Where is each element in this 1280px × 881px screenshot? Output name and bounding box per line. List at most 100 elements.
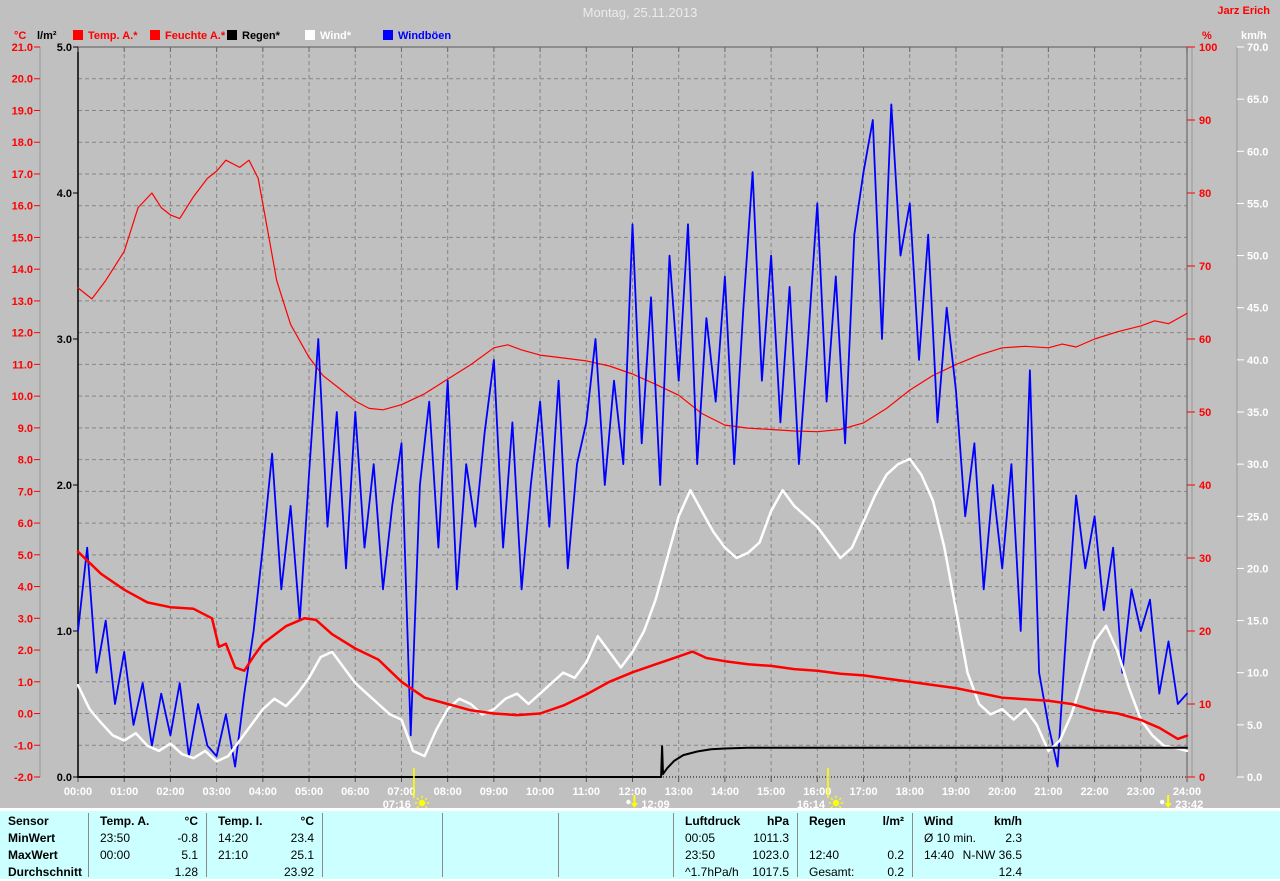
legend-swatch-icon bbox=[150, 30, 160, 40]
svg-text:50: 50 bbox=[1199, 407, 1211, 419]
svg-text:0.0: 0.0 bbox=[57, 772, 72, 784]
svg-text:01:00: 01:00 bbox=[110, 786, 138, 798]
table-column-header: Regen bbox=[809, 814, 846, 828]
svg-text:02:00: 02:00 bbox=[156, 786, 184, 798]
table-divider bbox=[912, 813, 913, 877]
svg-text:18.0: 18.0 bbox=[12, 137, 33, 149]
table-column-unit: hPa bbox=[766, 814, 789, 828]
svg-text:10:00: 10:00 bbox=[526, 786, 554, 798]
svg-text:00:00: 00:00 bbox=[64, 786, 92, 798]
svg-text:10.0: 10.0 bbox=[12, 391, 33, 403]
table-column-header: Wind bbox=[924, 814, 954, 828]
svg-text:22:00: 22:00 bbox=[1081, 786, 1109, 798]
legend-label: Wind* bbox=[320, 30, 352, 42]
svg-text:12.0: 12.0 bbox=[12, 328, 33, 340]
table-cell-time: 23:50 bbox=[100, 831, 131, 845]
table-cell-value: 1011.3 bbox=[753, 831, 789, 845]
legend-swatch-icon bbox=[73, 30, 83, 40]
svg-text:0.0: 0.0 bbox=[18, 709, 33, 721]
table-divider bbox=[673, 813, 674, 877]
legend-label: Regen* bbox=[242, 30, 280, 42]
table-cell-time: 14:20 bbox=[218, 831, 249, 845]
legend-label: Temp. A.* bbox=[88, 30, 138, 42]
svg-text:65.0: 65.0 bbox=[1247, 94, 1268, 106]
svg-text:05:00: 05:00 bbox=[295, 786, 323, 798]
svg-text:80: 80 bbox=[1199, 188, 1211, 200]
svg-text:10.0: 10.0 bbox=[1247, 668, 1268, 680]
table-cell-value: 1017.5 bbox=[752, 865, 789, 879]
legend: Temp. A.* Feuchte A.* Regen* Wind* Windböen bbox=[0, 30, 1280, 44]
legend-swatch-icon bbox=[305, 30, 315, 40]
chart-canvas: 21.0 20.0 19.0 18.0 17.0 16.0 15.0 14.0 13.0 12.0… bbox=[12, 42, 1269, 811]
svg-text:07:16: 07:16 bbox=[383, 799, 411, 808]
table-cell-value: 1023.0 bbox=[752, 848, 789, 862]
svg-text:12:00: 12:00 bbox=[618, 786, 646, 798]
table-column-unit: km/h bbox=[993, 814, 1022, 828]
right-axis-unit-humidity: % bbox=[1202, 30, 1212, 42]
table-column-header: Luftdruck bbox=[685, 814, 741, 828]
svg-text:04:00: 04:00 bbox=[249, 786, 277, 798]
legend-item-wind-: Wind* bbox=[305, 30, 351, 42]
svg-text:25.0: 25.0 bbox=[1247, 511, 1268, 523]
table-divider bbox=[442, 813, 443, 877]
svg-text:16.0: 16.0 bbox=[12, 201, 33, 213]
right-axis-unit-wind: km/h bbox=[1241, 30, 1267, 42]
svg-text:24:00: 24:00 bbox=[1173, 786, 1201, 798]
table-cell-value: 25.1 bbox=[290, 848, 314, 862]
statistics-table: Sensor MinWert MaxWert Durchschnitt Temp. A.… bbox=[0, 808, 1280, 881]
svg-text:20:00: 20:00 bbox=[988, 786, 1016, 798]
svg-text:16:14: 16:14 bbox=[797, 799, 826, 808]
weather-chart: 21.0 20.0 19.0 18.0 17.0 16.0 15.0 14.0 13.0 12.0… bbox=[12, 42, 1269, 811]
svg-text:09:00: 09:00 bbox=[480, 786, 508, 798]
svg-text:20.0: 20.0 bbox=[1247, 563, 1268, 575]
svg-text:60: 60 bbox=[1199, 334, 1211, 346]
table-cell-time: 12:40 bbox=[809, 848, 840, 862]
svg-text:16:00: 16:00 bbox=[803, 786, 831, 798]
table-cell-time: 00:00 bbox=[100, 848, 131, 862]
table-column-unit: °C bbox=[300, 814, 314, 828]
svg-text:21.0: 21.0 bbox=[12, 42, 33, 54]
svg-text:0: 0 bbox=[1199, 772, 1205, 784]
svg-text:30: 30 bbox=[1199, 553, 1211, 565]
svg-text:12:09: 12:09 bbox=[641, 799, 669, 808]
table-row-label: MaxWert bbox=[8, 848, 58, 862]
svg-text:35.0: 35.0 bbox=[1247, 407, 1268, 419]
table-cell-time: Ø 10 min. bbox=[924, 831, 977, 845]
svg-text:13:00: 13:00 bbox=[665, 786, 693, 798]
svg-text:9.0: 9.0 bbox=[18, 423, 33, 435]
svg-text:2.0: 2.0 bbox=[18, 645, 33, 657]
legend-label: Windböen bbox=[398, 30, 452, 42]
svg-text:03:00: 03:00 bbox=[203, 786, 231, 798]
svg-text:50.0: 50.0 bbox=[1247, 251, 1268, 263]
svg-text:06:00: 06:00 bbox=[341, 786, 369, 798]
owner-name: Jarz Erich bbox=[1217, 5, 1270, 17]
svg-text:100: 100 bbox=[1199, 42, 1217, 54]
table-cell-value: 1.28 bbox=[174, 865, 198, 879]
series-temp-a- bbox=[76, 550, 1189, 741]
table-column-unit: l/m² bbox=[882, 814, 904, 828]
svg-text:5.0: 5.0 bbox=[57, 42, 72, 54]
table-cell-time: 23:50 bbox=[685, 848, 716, 862]
svg-text:70.0: 70.0 bbox=[1247, 42, 1268, 54]
svg-text:1.0: 1.0 bbox=[18, 677, 33, 689]
svg-text:15.0: 15.0 bbox=[1247, 616, 1268, 628]
legend-item-temp-a-: Temp. A.* bbox=[73, 30, 138, 42]
svg-text:11.0: 11.0 bbox=[12, 359, 33, 371]
svg-text:60.0: 60.0 bbox=[1247, 146, 1268, 158]
svg-text:23:42: 23:42 bbox=[1175, 799, 1203, 808]
svg-text:0.0: 0.0 bbox=[1247, 772, 1262, 784]
svg-text:11:00: 11:00 bbox=[573, 786, 601, 798]
legend-swatch-icon bbox=[383, 30, 393, 40]
svg-text:20: 20 bbox=[1199, 626, 1211, 638]
table-column-header: Temp. I. bbox=[218, 814, 263, 828]
svg-text:90: 90 bbox=[1199, 115, 1211, 127]
table-cell-value: -0.8 bbox=[177, 831, 198, 845]
table-cell-value: 12.4 bbox=[998, 865, 1022, 879]
svg-text:15:00: 15:00 bbox=[757, 786, 785, 798]
series-regen bbox=[77, 745, 1188, 778]
svg-text:5.0: 5.0 bbox=[1247, 720, 1262, 732]
table-cell-value: 5.1 bbox=[181, 848, 198, 862]
table-divider bbox=[206, 813, 207, 877]
table-cell-value: 0.2 bbox=[887, 848, 904, 862]
